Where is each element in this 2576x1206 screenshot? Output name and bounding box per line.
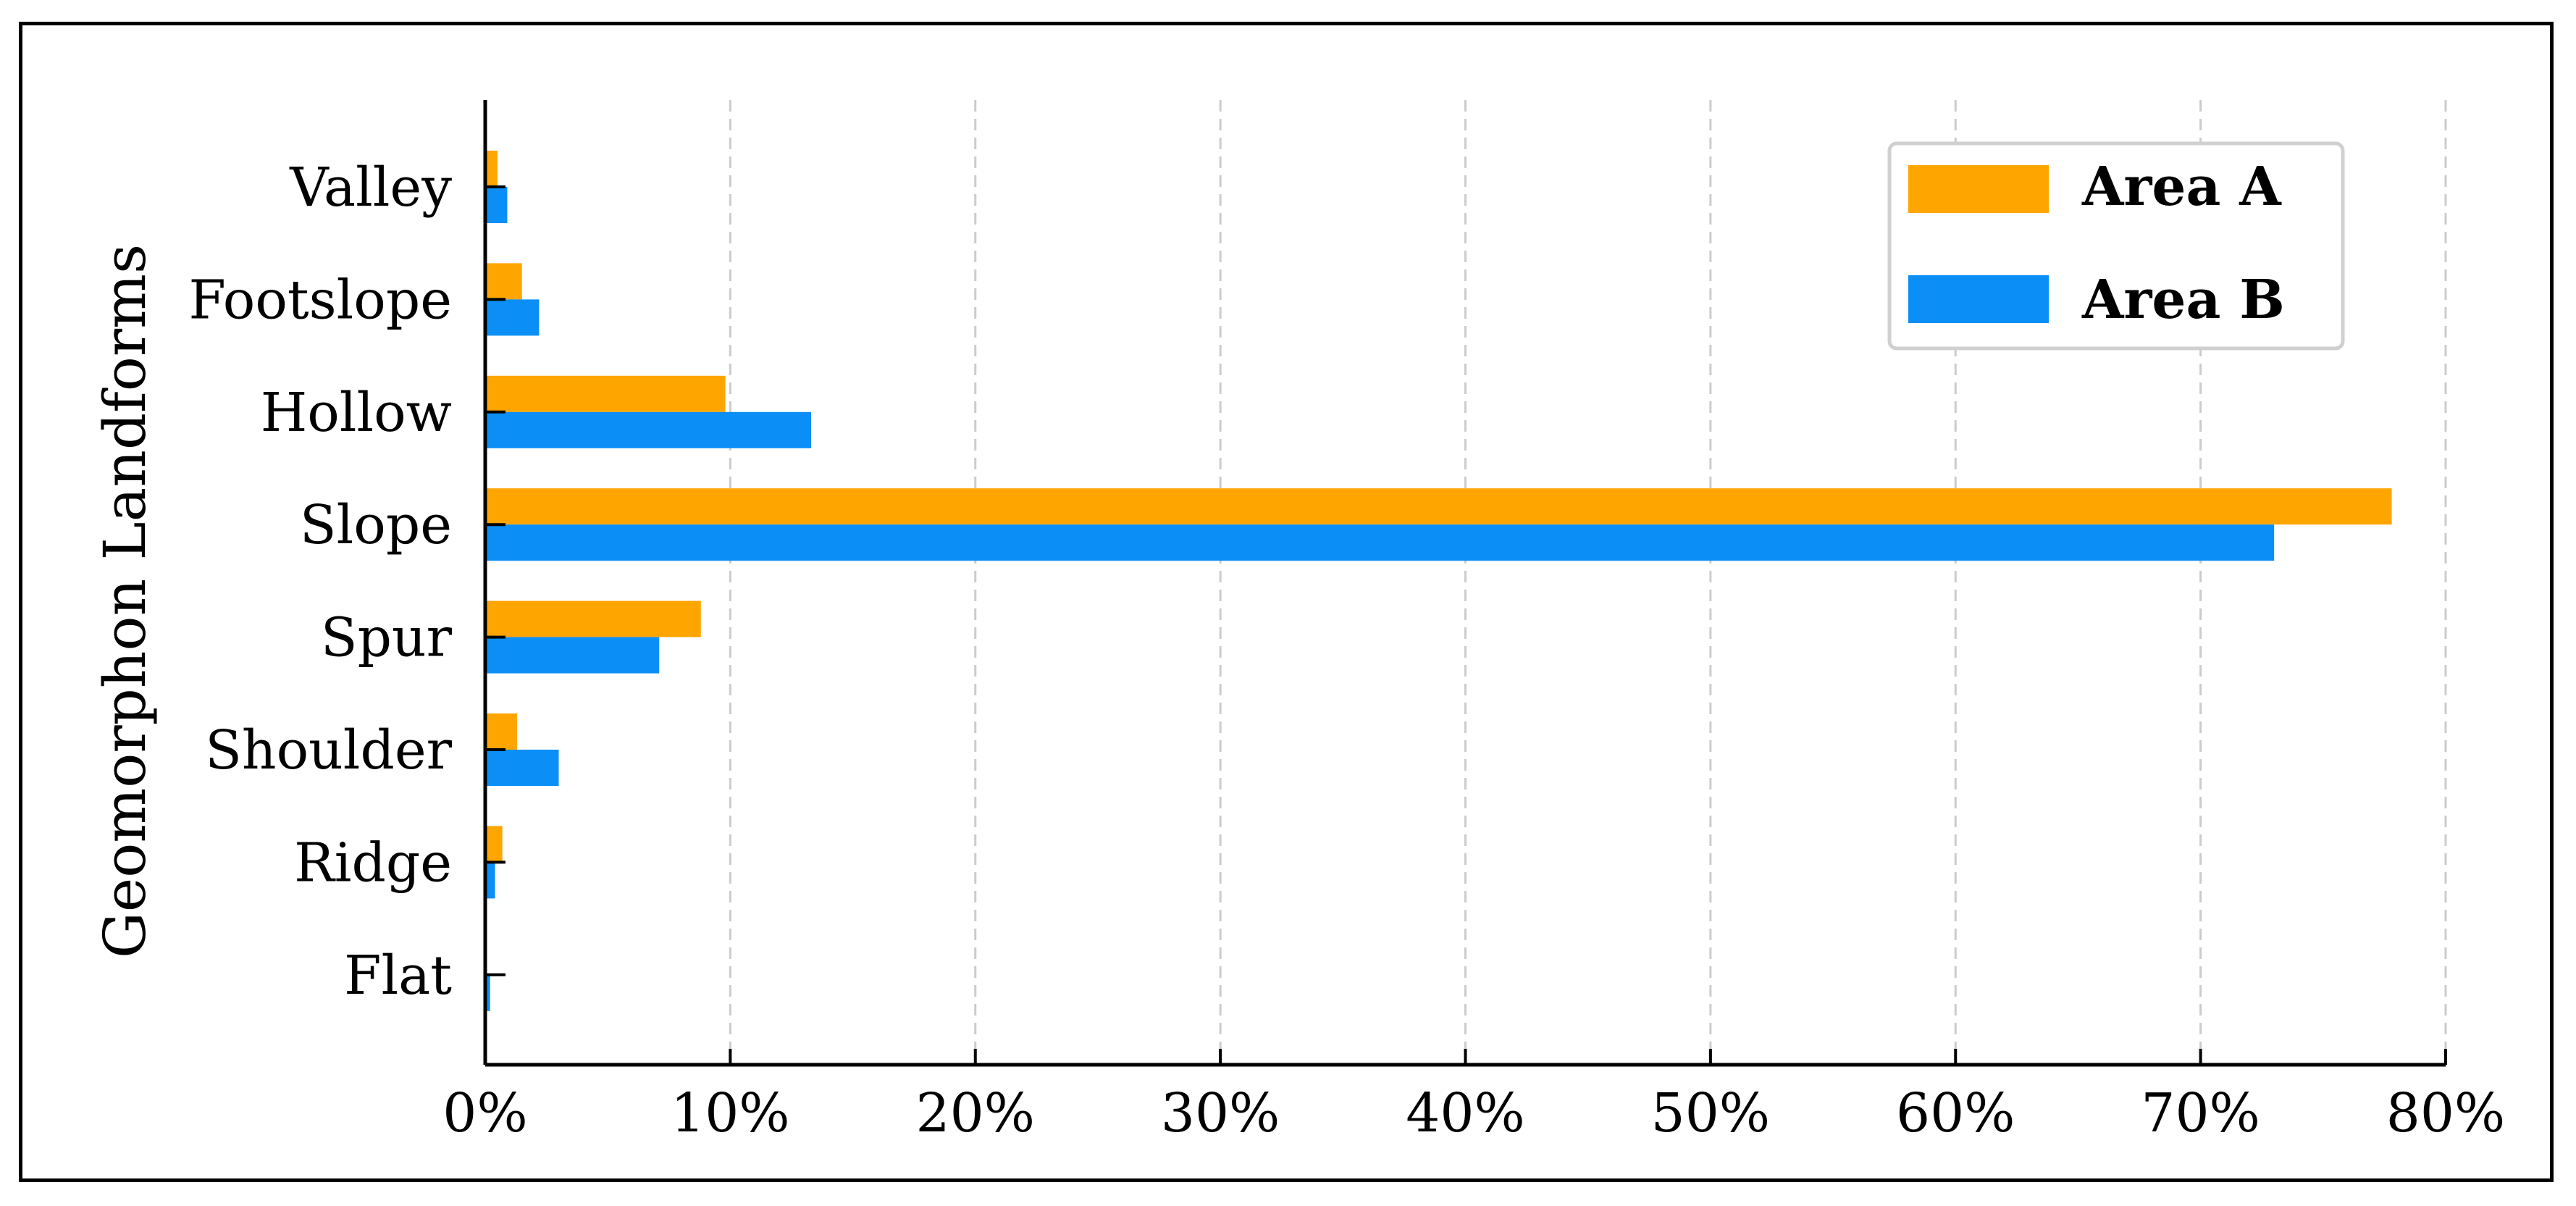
bar-area-a (485, 488, 2392, 525)
legend-swatch-area-a (1908, 165, 2049, 213)
bar-area-b (485, 411, 812, 448)
x-tick-label: 0% (442, 1082, 527, 1144)
x-tick-label: 20% (916, 1082, 1035, 1144)
x-tick-label: 80% (2386, 1082, 2505, 1144)
y-tick-label: Slope (300, 494, 452, 556)
legend-label-area-a: Area A (2081, 156, 2282, 218)
bar-area-a (485, 600, 701, 637)
legend-label-area-b: Area B (2081, 269, 2285, 331)
x-tick-label: 70% (2141, 1082, 2260, 1144)
bar-area-a (485, 151, 498, 187)
y-tick-label: Hollow (261, 382, 452, 444)
bar-area-a (485, 375, 726, 412)
bar-area-b (485, 862, 495, 899)
x-tick-label: 10% (671, 1082, 789, 1144)
bar-area-b (485, 187, 508, 223)
y-tick-label: Spur (321, 607, 453, 669)
legend: Area A Area B (1887, 141, 2345, 351)
bar-area-b (485, 637, 660, 674)
bars (485, 151, 2392, 1011)
x-tick-label: 60% (1896, 1082, 2015, 1144)
x-ticks: 0% 10% 20% 30% 40% 50% 60% 70% 80% (442, 1049, 2505, 1144)
x-tick-label: 40% (1406, 1082, 1524, 1144)
y-ticks: Valley Footslope Hollow Slope Spur Shoulder Ri… (189, 156, 505, 1007)
y-axis-title: Geomorphon Landforms (91, 244, 159, 958)
bar-area-a (485, 263, 522, 300)
bar-area-a (485, 826, 503, 863)
bar-area-b (485, 524, 2275, 561)
x-tick-label: 30% (1161, 1082, 1280, 1144)
y-tick-label: Shoulder (205, 719, 452, 782)
y-tick-label: Flat (344, 945, 452, 1007)
y-tick-label: Valley (289, 156, 452, 219)
y-tick-label: Ridge (294, 832, 452, 894)
y-tick-label: Footslope (189, 269, 453, 331)
chart-frame (19, 22, 2554, 1182)
bar-area-a (485, 713, 517, 750)
legend-swatch-area-b (1908, 275, 2049, 323)
bar-area-b (485, 299, 540, 336)
bar-area-b (485, 974, 490, 1011)
bar-area-b (485, 750, 559, 786)
x-tick-label: 50% (1651, 1082, 1770, 1144)
